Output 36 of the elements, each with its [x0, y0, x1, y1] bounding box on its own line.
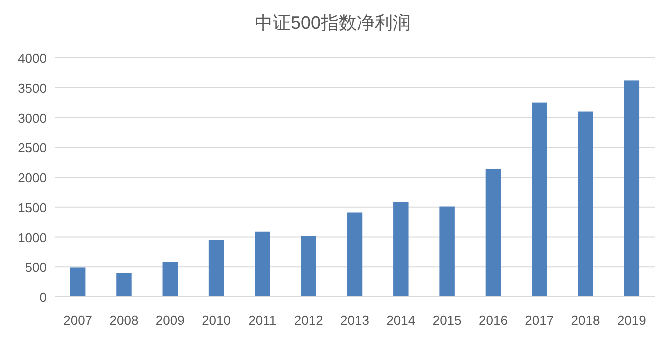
bar [255, 232, 270, 297]
bar [208, 240, 224, 297]
x-tick-label: 2019 [617, 313, 646, 328]
x-tick-label: 2007 [64, 313, 93, 328]
bar [486, 169, 502, 297]
bar [394, 202, 409, 297]
chart-title: 中证500指数净利润 [254, 13, 412, 33]
bar [116, 273, 132, 297]
x-tick-label: 2016 [479, 313, 508, 328]
y-tick-label: 0 [40, 290, 47, 305]
bar [70, 268, 86, 297]
y-tick-label: 4000 [18, 51, 47, 66]
y-tick-label: 1000 [18, 230, 47, 246]
x-tick-label: 2008 [110, 313, 139, 328]
x-tick-label: 2018 [571, 313, 600, 328]
y-tick-label: 500 [25, 260, 47, 276]
y-tick-label: 2500 [18, 140, 47, 156]
bar [440, 206, 455, 297]
bar [532, 102, 548, 297]
y-tick-label: 3000 [18, 110, 47, 126]
y-tick-label: 3500 [18, 80, 47, 96]
bar [347, 212, 363, 297]
bar [578, 112, 594, 297]
bar [624, 80, 640, 297]
x-tick-label: 2017 [525, 313, 554, 328]
bar [162, 262, 178, 297]
x-tick-label: 2014 [386, 313, 416, 328]
x-tick-label: 2015 [432, 313, 462, 328]
y-tick-label: 2000 [18, 170, 47, 186]
x-tick-label: 2012 [294, 313, 324, 328]
y-tick-label: 1500 [18, 200, 47, 216]
x-tick-label: 2010 [202, 313, 231, 328]
x-tick-label: 2011 [248, 313, 277, 328]
bar [301, 236, 316, 297]
x-tick-label: 2013 [340, 313, 370, 328]
x-tick-label: 2009 [156, 313, 185, 328]
